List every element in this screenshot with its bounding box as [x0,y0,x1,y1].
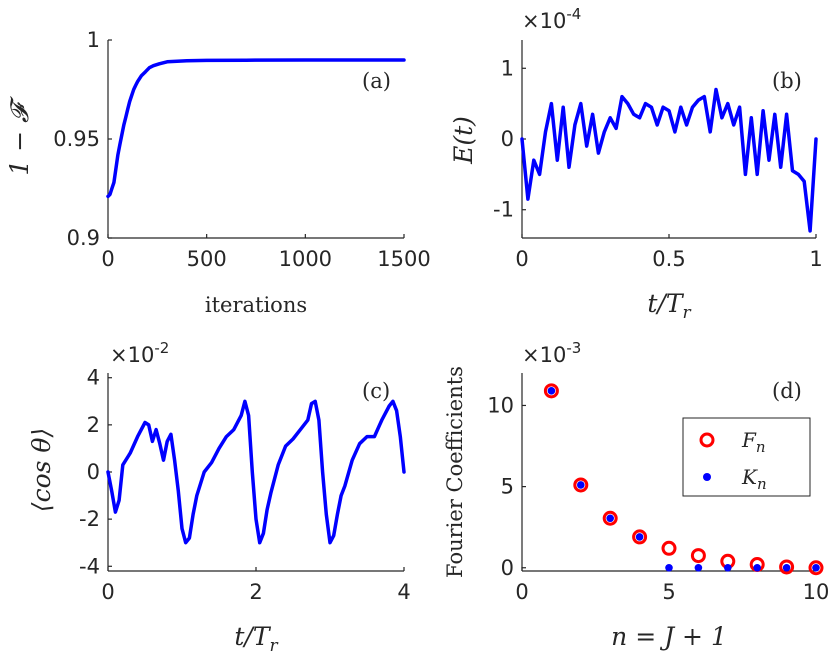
legend-kn-label: Kn [741,465,767,493]
kn-point [782,563,791,572]
panel-c-xtick-label: 2 [249,580,262,604]
panel-a-xtick-label: 500 [187,247,227,271]
panel-a-ytick-label: 1 [87,28,100,52]
fn-point [543,383,559,399]
panel-c-ytick-label: 0 [87,460,100,484]
panel-d-xtick-label: 5 [662,580,675,604]
legend-fn-marker [699,432,715,448]
panel-b-ytick-label: 0 [501,127,514,151]
panel-a-xlabel: iterations [205,293,307,317]
panel-d-ylabel: Fourier Coefficients [443,366,467,578]
kn-point [606,514,614,523]
panel-b-exponent: ×10-4 [522,5,581,33]
kn-point [812,563,820,572]
panel-b-xtick-label: 0 [515,247,528,271]
legend-fn-label: Fn [741,428,766,456]
panel-c-exponent: ×10-2 [110,339,169,367]
kn-point [665,563,673,572]
kn-point [577,481,585,489]
panel-a-ytick-label: 0.95 [53,127,100,151]
panel-c-ytick-label: 2 [87,413,100,437]
panel-d-xtick-label: 0 [515,580,528,604]
panel-d-ytick-label: 0 [501,556,514,580]
panel-b-ylabel: E(t) [449,116,478,165]
panel-d-exponent: ×10-3 [522,339,581,367]
panel-b-ytick-label: -1 [493,198,514,222]
panel-a: 0 500 1000 1500 0.9 0.95 1 1 − 𝓕 iterations (a… [5,28,431,317]
panel-c-xtick-label: 0 [101,580,114,604]
panel-a-xtick-label: 0 [101,247,114,271]
panel-a-series-line [106,58,406,199]
panel-a-ytick-label: 0.9 [67,226,100,250]
panel-c-ytick-label: -4 [79,554,100,578]
fn-point [779,559,795,575]
fn-point [573,477,589,493]
kn-point [635,533,644,541]
panel-b: 0 0.5 1 -1 0 1 E(t) t/Tr (b) ×10-4 [449,5,823,323]
panel-c-label: (c) [362,379,390,403]
panel-d-label: (d) [772,379,802,403]
panel-a-label: (a) [362,69,391,93]
panel-d-legend: Fn Kn [682,417,811,497]
fn-point [602,510,618,526]
panel-d-xtick-label: 10 [803,580,830,604]
kn-point [694,563,703,572]
panel-c: 0 2 4 -4 -2 0 2 4 ⟨cos θ⟩ t/Tr (c) ×10-2 [27,339,411,656]
fn-point [661,540,677,556]
panel-d-ytick-label: 5 [501,475,514,499]
panel-c-series-line [106,399,406,545]
panel-b-xlabel: t/Tr [647,289,691,323]
panel-c-xtick-label: 4 [397,580,410,604]
panel-b-ytick-label: 1 [501,56,514,80]
panel-b-xtick-label: 0.5 [652,247,685,271]
panel-c-ytick-label: 4 [87,366,100,390]
panel-b-xtick-label: 1 [809,247,822,271]
panel-b-label: (b) [772,69,802,93]
panel-d-ytick-label: 10 [487,393,514,417]
kn-point [724,563,732,572]
fn-point [690,548,706,564]
panel-c-xlabel: t/Tr [234,622,278,656]
panel-a-xtick-label: 1000 [279,247,332,271]
panel-a-ylabel: 1 − 𝓕 [5,96,34,176]
panel-d-xlabel: n = J + 1 [611,622,727,651]
panel-a-xtick-label: 1500 [377,247,430,271]
legend-kn-marker [703,473,711,481]
panel-c-ytick-label: -2 [79,507,100,531]
panel-b-series-line [520,87,818,233]
kn-point [547,387,556,395]
fn-point [632,529,648,545]
kn-point [753,563,761,572]
fn-point [808,560,824,576]
panel-c-ylabel: ⟨cos θ⟩ [27,428,56,512]
